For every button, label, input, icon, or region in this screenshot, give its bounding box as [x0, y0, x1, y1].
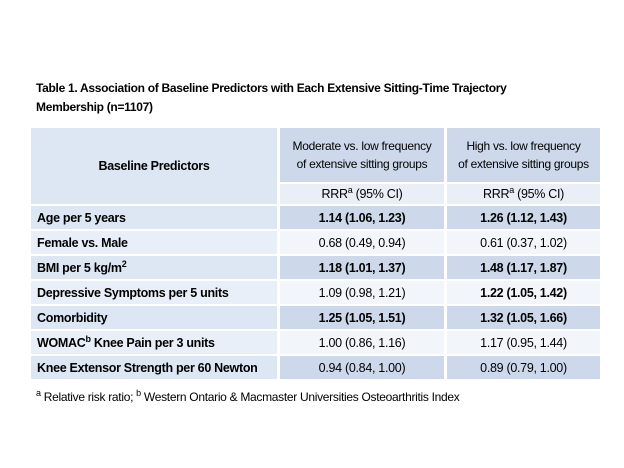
high-value: 1.48 (1.17, 1.87) [480, 260, 567, 275]
moderate-value: 1.25 (1.05, 1.51) [318, 310, 406, 325]
moderate-value-cell: 1.00 (0.86, 1.16) [280, 331, 447, 356]
moderate-value: 1.18 (1.01, 1.37) [318, 260, 406, 275]
rrr-ci-label: (95% CI) [352, 187, 403, 201]
row-label-post: Knee Pain per 3 units [90, 335, 215, 350]
high-value: 1.17 (0.95, 1.44) [480, 335, 567, 350]
table-row: Comorbidity 1.25 (1.05, 1.51) 1.32 (1.05… [31, 306, 600, 331]
high-value: 0.89 (0.79, 1.00) [480, 360, 567, 375]
rrr-ci-label: (95% CI) [513, 187, 564, 201]
table-title-line2: Membership (n=1107) [36, 100, 153, 114]
row-label-superscript: b [85, 333, 92, 344]
row-label-cell: Knee Extensor Strength per 60 Newton [31, 356, 280, 379]
high-value-cell: 1.32 (1.05, 1.66) [447, 306, 600, 331]
table-header: Baseline Predictors Moderate vs. low fre… [31, 128, 600, 206]
table-body: Age per 5 years 1.14 (1.06, 1.23) 1.26 (… [31, 206, 600, 379]
row-label-cell: Depressive Symptoms per 5 units [31, 281, 280, 306]
row-label-cell: Age per 5 years [31, 206, 280, 231]
moderate-value: 1.14 (1.06, 1.23) [318, 210, 406, 225]
column-header-moderate-line2: of extensive sitting groups [296, 157, 428, 171]
table-row: Female vs. Male 0.68 (0.49, 0.94) 0.61 (… [31, 231, 600, 256]
rrr-label: RRR [483, 187, 510, 201]
group-header-row: Baseline Predictors Moderate vs. low fre… [31, 128, 600, 206]
table-title-line1: Table 1. Association of Baseline Predict… [36, 81, 507, 95]
column-header-moderate: Moderate vs. low frequency of extensive … [280, 128, 447, 184]
rrr-superscript: a [347, 184, 353, 195]
row-label: Comorbidity [37, 310, 108, 325]
high-value-cell: 1.17 (0.95, 1.44) [447, 331, 600, 356]
moderate-value-cell: 1.09 (0.98, 1.21) [280, 281, 447, 306]
table-row: BMI per 5 kg/m2 1.18 (1.01, 1.37) 1.48 (… [31, 256, 600, 281]
high-value-cell: 1.26 (1.12, 1.43) [447, 206, 600, 231]
table-row: WOMACb Knee Pain per 3 units 1.00 (0.86,… [31, 331, 600, 356]
footnote-text-b: Western Ontario & Macmaster Universities… [140, 390, 460, 404]
predictors-table: Baseline Predictors Moderate vs. low fre… [31, 128, 600, 379]
moderate-value-cell: 1.14 (1.06, 1.23) [280, 206, 447, 231]
row-label: Female vs. Male [37, 235, 128, 250]
column-header-high-line1: High vs. low frequency [466, 139, 581, 153]
row-label-cell: WOMACb Knee Pain per 3 units [31, 331, 280, 356]
high-value: 1.26 (1.12, 1.43) [480, 210, 567, 225]
high-value-cell: 0.61 (0.37, 1.02) [447, 231, 600, 256]
subheader-high-rrr: RRRa (95% CI) [447, 184, 600, 206]
footnote-superscript-a: a [36, 388, 41, 398]
rrr-label: RRR [321, 187, 348, 201]
high-value-cell: 1.22 (1.05, 1.42) [447, 281, 600, 306]
row-label: Depressive Symptoms per 5 units [37, 285, 229, 300]
moderate-value-cell: 0.68 (0.49, 0.94) [280, 231, 447, 256]
moderate-value-cell: 1.18 (1.01, 1.37) [280, 256, 447, 281]
table-row: Age per 5 years 1.14 (1.06, 1.23) 1.26 (… [31, 206, 600, 231]
moderate-value-cell: 1.25 (1.05, 1.51) [280, 306, 447, 331]
high-value: 1.32 (1.05, 1.66) [480, 310, 567, 325]
moderate-value: 0.94 (0.84, 1.00) [318, 360, 406, 375]
row-label: Knee Extensor Strength per 60 Newton [37, 360, 258, 375]
row-label: BMI per 5 kg/m [37, 260, 122, 275]
table-row: Knee Extensor Strength per 60 Newton 0.9… [31, 356, 600, 379]
moderate-value: 0.68 (0.49, 0.94) [318, 235, 406, 250]
moderate-value: 1.09 (0.98, 1.21) [318, 285, 406, 300]
row-label-cell: BMI per 5 kg/m2 [31, 256, 280, 281]
row-label-superscript: 2 [121, 258, 127, 269]
column-header-baseline-predictors: Baseline Predictors [31, 128, 280, 206]
row-label: WOMAC [37, 335, 86, 350]
row-label-cell: Comorbidity [31, 306, 280, 331]
row-label: Age per 5 years [37, 210, 126, 225]
footnote-superscript-b: b [136, 388, 141, 398]
table-title: Table 1. Association of Baseline Predict… [36, 79, 596, 117]
footnote-text-a: Relative risk ratio; [40, 390, 137, 404]
column-header-moderate-line1: Moderate vs. low frequency [292, 139, 432, 153]
rrr-superscript: a [509, 184, 514, 195]
column-header-high-line2: of extensive sitting groups [458, 157, 589, 171]
column-header-high: High vs. low frequency of extensive sitt… [447, 128, 600, 184]
moderate-value: 1.00 (0.86, 1.16) [318, 335, 406, 350]
high-value: 0.61 (0.37, 1.02) [480, 235, 567, 250]
subheader-row: RRRa (95% CI) RRRa (95% CI) [31, 184, 600, 206]
table-row: Depressive Symptoms per 5 units 1.09 (0.… [31, 281, 600, 306]
row-label-cell: Female vs. Male [31, 231, 280, 256]
subheader-moderate-rrr: RRRa (95% CI) [280, 184, 447, 206]
high-value-cell: 1.48 (1.17, 1.87) [447, 256, 600, 281]
high-value-cell: 0.89 (0.79, 1.00) [447, 356, 600, 379]
high-value: 1.22 (1.05, 1.42) [480, 285, 567, 300]
moderate-value-cell: 0.94 (0.84, 1.00) [280, 356, 447, 379]
table-footnote: a Relative risk ratio; b Western Ontario… [36, 388, 460, 405]
